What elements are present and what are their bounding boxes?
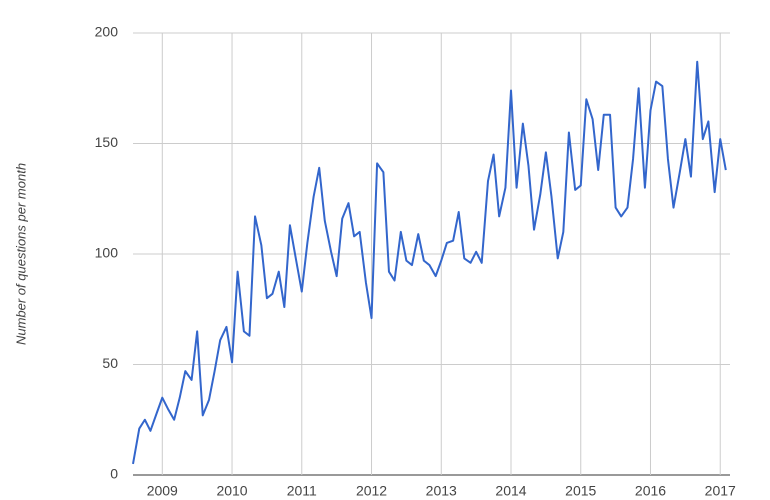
x-tick-label: 2014 xyxy=(495,483,526,499)
y-tick-label: 200 xyxy=(95,24,119,40)
y-tick-label: 0 xyxy=(110,466,118,482)
y-tick-label: 50 xyxy=(102,355,118,371)
x-tick-label: 2010 xyxy=(216,483,247,499)
x-tick-label: 2009 xyxy=(147,483,178,499)
data-line xyxy=(132,60,727,465)
x-tick-label: 2011 xyxy=(287,483,317,499)
y-axis-label: Number of questions per month xyxy=(13,163,28,345)
x-tick-label: 2012 xyxy=(356,483,387,499)
x-tick-label: 2016 xyxy=(635,483,666,499)
x-tick-label: 2017 xyxy=(705,483,736,499)
x-tick-label: 2015 xyxy=(565,483,596,499)
y-tick-label: 100 xyxy=(95,245,119,261)
x-tick-label: 2013 xyxy=(426,483,457,499)
y-tick-label: 150 xyxy=(95,134,119,150)
